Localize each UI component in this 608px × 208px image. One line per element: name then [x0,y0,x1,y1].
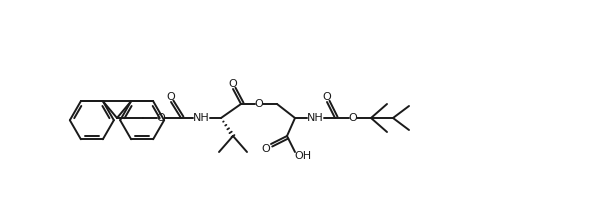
Text: NH: NH [306,113,323,123]
Text: O: O [323,92,331,102]
Text: O: O [261,144,271,154]
Text: O: O [348,113,358,123]
Text: OH: OH [294,151,311,161]
Text: O: O [167,92,175,102]
Text: O: O [255,99,263,109]
Text: NH: NH [193,113,209,123]
Text: O: O [229,79,237,89]
Text: O: O [157,113,165,123]
